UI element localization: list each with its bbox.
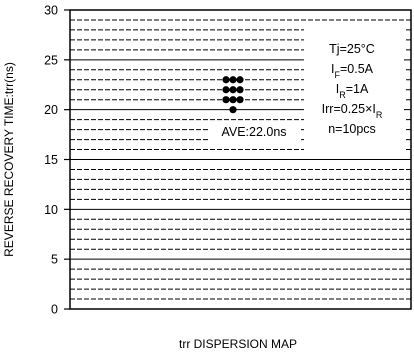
condition-line: Irr=0.25×IR <box>322 102 383 120</box>
data-point <box>236 86 244 94</box>
y-tick-label: 0 <box>51 303 58 317</box>
condition-line: n=10pcs <box>328 122 376 136</box>
data-point <box>229 96 237 104</box>
y-tick-label: 25 <box>44 53 58 67</box>
data-point <box>236 96 244 104</box>
annotations: Tj=25°C IF=0.5A IR=1A Irr=0.25×IR n=10pc… <box>209 28 404 153</box>
y-tick-label: 10 <box>44 203 58 217</box>
data-point <box>236 76 244 84</box>
data-point <box>222 76 230 84</box>
y-tick-label: 20 <box>44 103 58 117</box>
conditions-box <box>304 28 404 153</box>
average-label-box <box>209 122 299 142</box>
x-axis-label: trr DISPERSION MAP <box>179 337 297 351</box>
data-point <box>229 106 237 114</box>
y-tick-label: 15 <box>44 153 58 167</box>
average-label: AVE:22.0ns <box>221 125 286 139</box>
y-axis-ticks: 0 5 10 15 20 25 30 <box>44 4 70 317</box>
data-point <box>229 76 237 84</box>
condition-line: IF=0.5A <box>331 62 374 80</box>
y-axis-label: REVERSE RECOVERY TIME:trr(ns) <box>2 62 16 257</box>
y-tick-label: 5 <box>51 253 58 267</box>
data-point <box>229 86 237 94</box>
data-point <box>222 96 230 104</box>
data-point <box>222 86 230 94</box>
data-points <box>222 76 244 114</box>
y-tick-label: 30 <box>44 4 58 18</box>
condition-line: Tj=25°C <box>329 42 375 56</box>
